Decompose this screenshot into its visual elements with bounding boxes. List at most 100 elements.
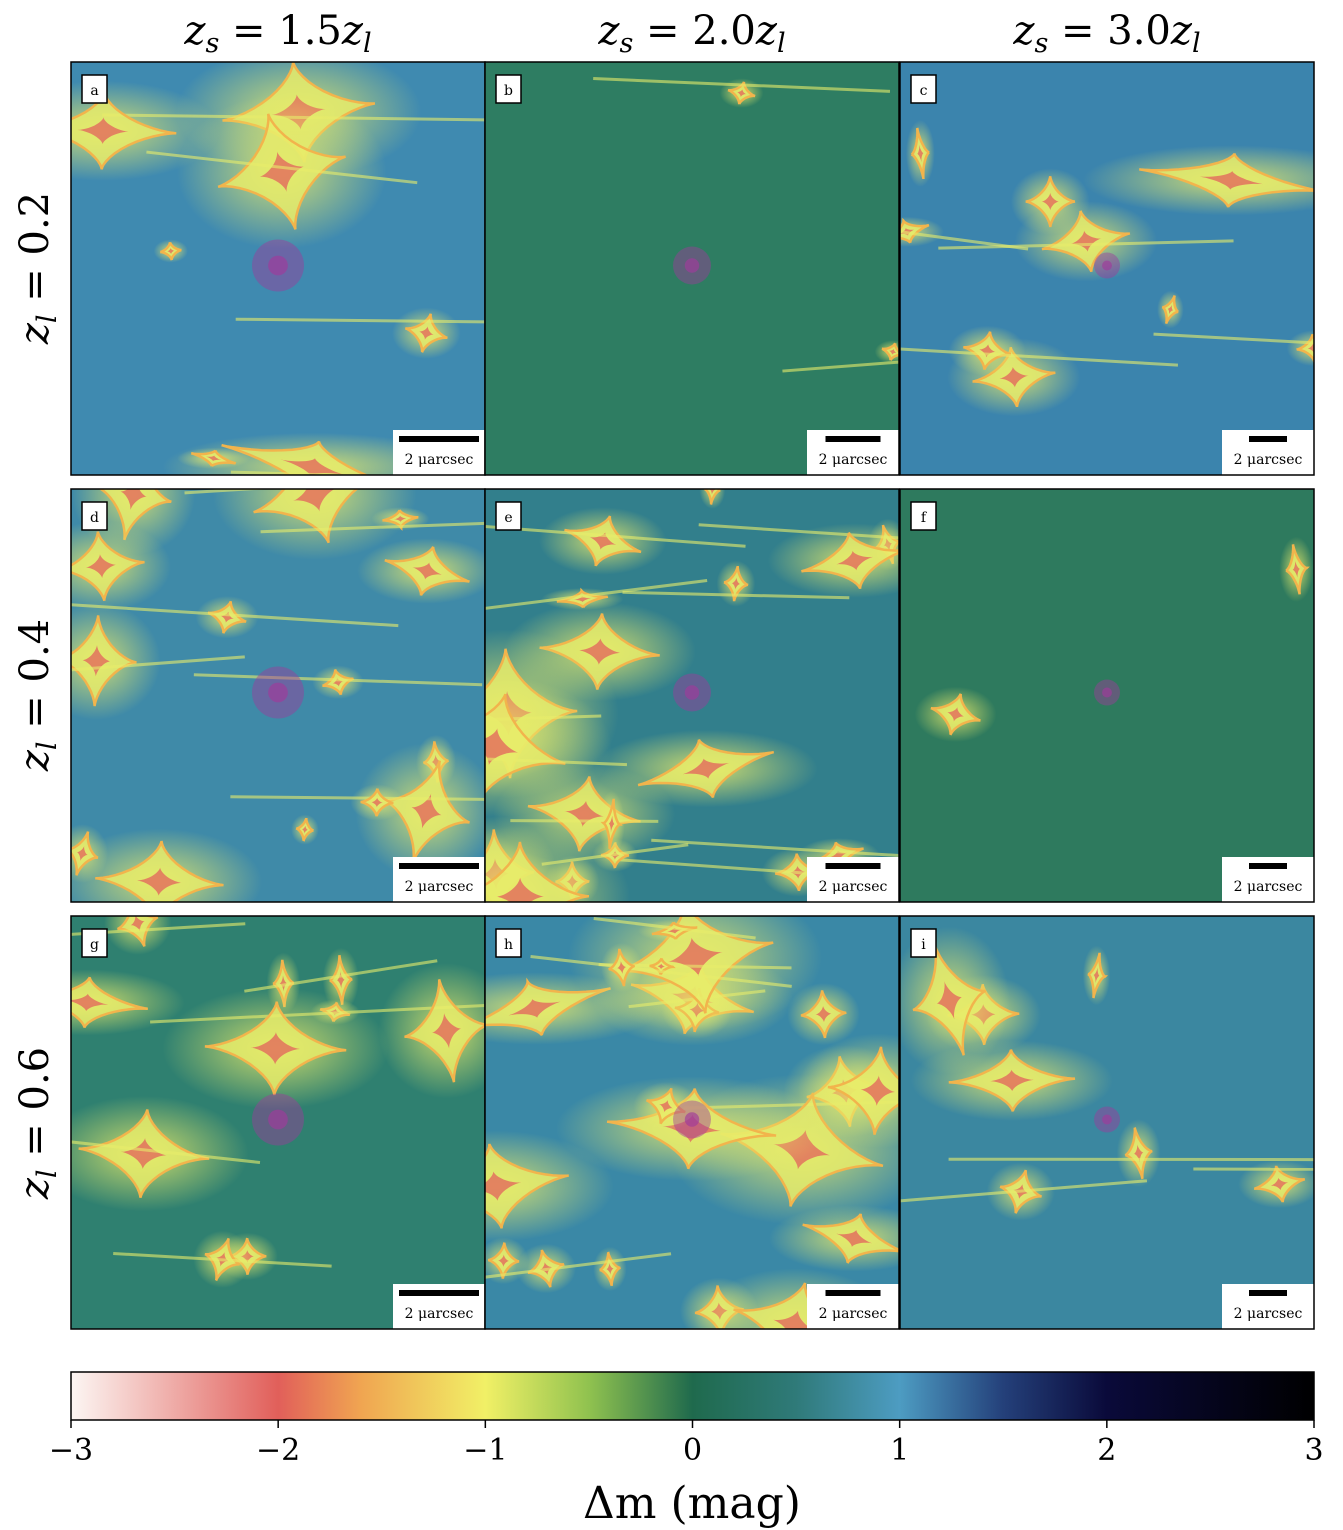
- caustic-cusp: [1307, 343, 1314, 353]
- scalebar: [825, 1290, 881, 1296]
- scalebar-label: 2 μarcsec: [819, 879, 888, 895]
- caustic-streak: [485, 1252, 672, 1279]
- scalebar: [825, 863, 881, 869]
- panel-label: h: [504, 937, 513, 953]
- colorbar-tick-label: 1: [890, 1433, 909, 1468]
- panel-label-box: [910, 74, 937, 104]
- caustic-cusp: [606, 1263, 614, 1275]
- panel-label: i: [921, 937, 926, 953]
- caustic-cusp: [999, 366, 1029, 388]
- caustic-cusp: [1199, 170, 1264, 190]
- caustic-cusp: [889, 348, 897, 355]
- caustic-streak: [530, 955, 792, 988]
- panel-g: g 2 μarcsec: [70, 915, 486, 1330]
- colorbar-tick-label: −2: [256, 1433, 300, 1468]
- scalebar: [399, 863, 479, 869]
- caustic-streak: [615, 857, 899, 882]
- caustic-cusp: [120, 489, 147, 511]
- column-title-1: zs = 1.5zl: [183, 8, 371, 59]
- panel-grid: a 2 μarcsec b 2 μarcsec c 2 μarcsec d 2 μarcsec…: [70, 61, 1315, 1330]
- caustic-cusp: [280, 458, 345, 475]
- colorbar-tick-label: 2: [1097, 1433, 1116, 1468]
- caustic-streak: [485, 757, 628, 767]
- caustic-cusp: [85, 554, 117, 579]
- caustic-cusp: [77, 117, 129, 145]
- panel-a: a 2 μarcsec: [70, 61, 486, 476]
- caustic-network: [71, 62, 485, 475]
- caustic-cusp: [250, 1032, 301, 1065]
- scalebar-label: 2 μarcsec: [405, 1306, 474, 1322]
- caustic-cusp: [773, 1310, 812, 1329]
- caustic-cusp: [82, 644, 111, 677]
- caustic-cusp: [301, 825, 308, 834]
- panel-b: b 2 μarcsec: [484, 61, 900, 476]
- caustic-cusp: [1292, 560, 1300, 578]
- caustic-fold: [900, 217, 930, 244]
- caustic-streak: [244, 959, 438, 993]
- caustic-network: [593, 77, 899, 373]
- source-core: [684, 685, 700, 700]
- panel-frame: [484, 488, 900, 903]
- caustic-cusp: [130, 916, 145, 932]
- caustic-cusp: [496, 877, 545, 902]
- scalebar-label: 2 μarcsec: [1234, 879, 1303, 895]
- caustic-cusp: [836, 1229, 873, 1248]
- caustic-streak: [71, 1140, 261, 1164]
- caustic-cusp: [578, 638, 621, 665]
- caustic-fold: [881, 342, 899, 361]
- scalebar: [1249, 1290, 1287, 1296]
- panel-label-box: [81, 928, 108, 958]
- caustic-cusp: [412, 562, 442, 580]
- caustic-fold: [704, 489, 721, 505]
- row-titles: zl = 0.2 zl = 0.4 zl = 0.6: [12, 192, 63, 1200]
- caustic-streak: [900, 1179, 1148, 1203]
- caustic-streak: [230, 795, 485, 801]
- caustic-streak: [71, 922, 246, 936]
- panel-label-box: [495, 501, 522, 531]
- caustic-cusp: [167, 247, 175, 255]
- caustic-streak: [651, 838, 899, 858]
- caustic-streak: [260, 521, 485, 534]
- panel-label: a: [90, 83, 98, 99]
- caustic-cusp: [978, 344, 996, 358]
- column-title-3: zs = 3.0zl: [1012, 8, 1200, 59]
- caustic-cusp: [411, 793, 442, 829]
- caustic-cusp: [657, 963, 666, 970]
- colorbar-ticks: −3 −2 −1 0 1 2 3: [49, 1420, 1324, 1468]
- scalebar-label: 2 μarcsec: [1234, 452, 1303, 468]
- caustic-fold: [1296, 333, 1314, 363]
- caustic-cusp: [936, 981, 963, 1020]
- scalebar: [1249, 436, 1287, 442]
- caustic-streak: [184, 489, 273, 495]
- panel-label-box: [81, 501, 108, 531]
- caustic-streak: [593, 77, 891, 93]
- caustic-streak: [510, 819, 659, 823]
- caustic-cusp: [666, 927, 683, 934]
- caustic-cusp: [371, 797, 383, 808]
- source-core: [1102, 687, 1112, 698]
- caustic-streak: [782, 360, 899, 373]
- caustic-streak: [593, 916, 756, 940]
- panel-label: e: [504, 510, 512, 526]
- caustic-streak: [938, 239, 1234, 250]
- panel-label-box: [495, 74, 522, 104]
- colorbar-label: Δm (mag): [583, 1478, 801, 1529]
- source-core: [268, 255, 288, 276]
- source-core: [684, 1112, 700, 1127]
- caustic-cusp: [835, 550, 874, 571]
- caustic-network: [900, 120, 1314, 417]
- caustic-cusp: [1270, 1177, 1289, 1191]
- caustic-cusp: [564, 800, 604, 827]
- caustic-fold: [71, 976, 148, 1028]
- caustic-fold: [221, 440, 369, 475]
- scalebar: [825, 436, 881, 442]
- panel-c: c 2 μarcsec: [899, 61, 1315, 476]
- caustic-cusp: [917, 144, 924, 163]
- caustic-network: [914, 536, 1314, 742]
- scalebar-label: 2 μarcsec: [405, 879, 474, 895]
- panel-f: f 2 μarcsec: [899, 488, 1315, 903]
- caustic-fold: [485, 841, 590, 902]
- panel-label: c: [920, 83, 928, 99]
- caustic-cusp: [659, 1099, 673, 1113]
